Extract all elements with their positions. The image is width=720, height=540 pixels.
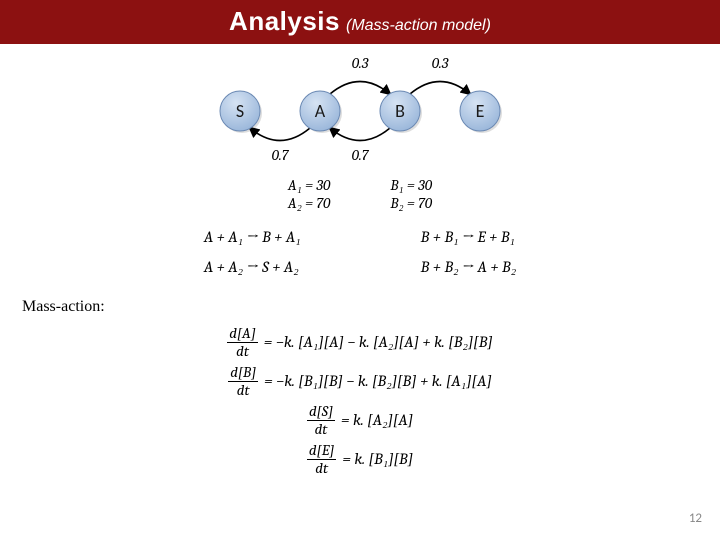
reaction-r2: B + B₂ → A + B₂ [421,252,516,282]
equation-lhs: d[A]dt [227,326,258,359]
values-col-a: A₁ = 30 A₂ = 70 [288,176,330,212]
svg-text:0.3: 0.3 [432,56,449,72]
value-b1: B₁ = 30 [390,176,432,194]
equation-rhs: = −k. [A₁][A] − k. [A₂][A] + k. [B₂][B] [264,333,493,352]
reactions-row: A + A₁ → B + A₁ A + A₂ → S + A₂ B + B₁ →… [0,222,720,283]
page-number: 12 [689,511,702,526]
equation-den: dt [236,343,249,359]
svg-text:S: S [236,100,244,122]
equation-num: d[B] [228,365,258,382]
value-a2: A₂ = 70 [288,194,330,212]
value-b2: B₂ = 70 [390,194,432,212]
svg-text:0.3: 0.3 [352,56,369,72]
values-col-b: B₁ = 30 B₂ = 70 [390,176,432,212]
reactions-left: A + A₁ → B + A₁ A + A₂ → S + A₂ [204,222,301,283]
equation-num: d[A] [227,326,258,343]
value-a1: A₁ = 30 [288,176,330,194]
title-main: Analysis [229,6,340,37]
equation-num: d[S] [307,404,335,421]
svg-text:A: A [315,100,326,122]
equation-lhs: d[E]dt [307,443,336,476]
svg-text:E: E [476,100,485,122]
reactions-right: B + B₁ → E + B₁ B + B₂ → A + B₂ [421,222,516,283]
equation-1: d[A]dt = −k. [A₁][A] − k. [A₂][A] + k. [B… [227,326,492,359]
equation-rhs: = k. [A₂][A] [341,411,413,430]
svg-text:B: B [395,100,405,122]
equation-rhs: = −k. [B₁][B] − k. [B₂][B] + k. [A₁][A] [264,372,492,391]
equations: d[A]dt= −k. [A₁][A] − k. [A₂][A] + k. [B… [0,326,720,476]
equation-den: dt [315,460,328,476]
values-row: A₁ = 30 A₂ = 70 B₁ = 30 B₂ = 70 [0,176,720,212]
reaction-l2: A + A₂ → S + A₂ [204,252,301,282]
title-sub: (Mass-action model) [346,17,491,35]
title-bar: Analysis (Mass-action model) [0,0,720,44]
state-diagram: 0.3 0.3 0.7 0.7 S A B E [0,56,720,166]
equation-3: d[S]dt = k. [A₂][A] [307,404,413,437]
equation-rhs: = k. [B₁][B] [342,450,413,469]
equation-num: d[E] [307,443,336,460]
equation-4: d[E]dt = k. [B₁][B] [307,443,413,476]
mass-action-label: Mass-action: [22,298,105,316]
equation-lhs: d[S]dt [307,404,335,437]
equation-den: dt [315,421,328,437]
equation-2: d[B]dt = −k. [B₁][B] − k. [B₂][B] + k. [A… [228,365,492,398]
equation-lhs: d[B]dt [228,365,258,398]
svg-text:0.7: 0.7 [352,146,370,164]
reaction-r1: B + B₁ → E + B₁ [421,222,516,252]
svg-text:0.7: 0.7 [272,146,290,164]
equation-den: dt [237,382,250,398]
reaction-l1: A + A₁ → B + A₁ [204,222,301,252]
